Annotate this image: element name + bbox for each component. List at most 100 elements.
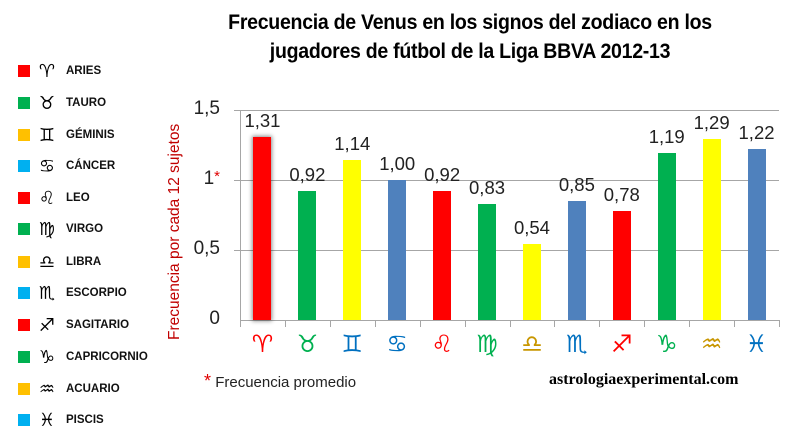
- zodiac-capricornio-icon: ♑︎: [655, 330, 678, 358]
- zodiac-piscis-icon: ♓︎: [38, 409, 56, 431]
- legend-swatch: [18, 160, 30, 172]
- zodiac-libra-icon: ♎︎: [38, 251, 56, 273]
- legend-item-leo: ♌︎ LEO: [18, 187, 90, 209]
- legend-item-escorpio: ♏︎ ESCORPIO: [18, 282, 127, 304]
- x-tick: [240, 320, 241, 327]
- legend-item-sagitario: ♐︎ SAGITARIO: [18, 314, 130, 336]
- y-tick-label: 0,5: [193, 238, 220, 259]
- y-tick-label: 1*: [203, 168, 220, 189]
- x-tick: [329, 320, 331, 327]
- x-tick: [689, 320, 691, 327]
- bar-value-label: 1,19: [648, 126, 685, 148]
- legend-swatch: [18, 383, 30, 395]
- x-tick: [779, 320, 780, 327]
- zodiac-acuario-icon: ♒︎: [700, 330, 723, 358]
- y-tick-label: 1,5: [193, 98, 220, 119]
- bar-value-label: 0,92: [289, 164, 326, 186]
- zodiac-cáncer-icon: ♋︎: [386, 330, 408, 358]
- zodiac-capricornio-icon: ♑︎: [38, 346, 56, 368]
- bar-virgo: [478, 203, 497, 320]
- zodiac-piscis-icon: ♓︎: [745, 330, 768, 358]
- plot-area: 1,31 0,92 1,14 1,00 0,92 0,83 0,54 0,85 0,78 1,19…: [234, 110, 780, 327]
- zodiac-sagitario-icon: ♐︎: [611, 330, 633, 358]
- bar-acuario: [702, 139, 721, 320]
- x-tick: [554, 320, 556, 327]
- chart-title-line2: jugadores de fútbol de la Liga BBVA 2012…: [269, 40, 671, 63]
- legend-label: GÉMINIS: [66, 129, 115, 141]
- legend-swatch: [18, 192, 30, 204]
- gridline: [234, 180, 779, 181]
- legend-swatch: [18, 223, 30, 235]
- legend-swatch: [18, 414, 30, 426]
- y-axis-label: Frecuencia por cada 12 sujetos: [166, 123, 183, 340]
- legend-swatch: [18, 287, 30, 299]
- legend-label: TAURO: [66, 97, 107, 109]
- legend-label: SAGITARIO: [66, 319, 130, 331]
- bar-value-label: 1,14: [334, 133, 371, 155]
- zodiac-acuario-icon: ♒︎: [38, 378, 56, 400]
- zodiac-aries-icon: ♈︎: [251, 330, 274, 358]
- bar-libra: [522, 244, 541, 320]
- zodiac-libra-icon: ♎︎: [521, 330, 543, 358]
- legend-label: LEO: [66, 192, 90, 204]
- bar-escorpio: [567, 201, 586, 320]
- bar-aries: [253, 136, 272, 320]
- x-tick: [644, 320, 646, 327]
- zodiac-géminis-icon: ♊︎: [341, 330, 364, 358]
- footnote: * Frecuencia promedio: [204, 371, 356, 392]
- bar-leo: [433, 191, 452, 320]
- zodiac-virgo-icon: ♍︎: [476, 330, 498, 358]
- chart-title-line1: Frecuencia de Venus en los signos del zo…: [228, 11, 712, 34]
- y-tick-label: 0: [209, 308, 220, 329]
- zodiac-escorpio-icon: ♏︎: [38, 282, 56, 304]
- x-tick: [419, 320, 421, 327]
- website-credit: astrologiaexperimental.com: [549, 371, 739, 388]
- legend-item-piscis: ♓︎ PISCIS: [18, 409, 104, 431]
- legend-swatch: [18, 319, 30, 331]
- zodiac-virgo-icon: ♍︎: [38, 218, 56, 240]
- bar-value-label: 0,54: [513, 217, 550, 239]
- legend-label: PISCIS: [66, 414, 104, 426]
- zodiac-leo-icon: ♌︎: [38, 187, 56, 209]
- x-tick: [599, 320, 601, 327]
- legend-item-aries: ♈︎ ARIES: [18, 61, 102, 82]
- legend-item-géminis: ♊︎ GÉMINIS: [18, 124, 115, 146]
- bar-piscis: [747, 149, 766, 320]
- gridline: [234, 250, 779, 251]
- x-tick: [734, 320, 736, 327]
- chart-title: Frecuencia de Venus en los signos del zo…: [200, 8, 739, 66]
- legend-item-cáncer: ♋︎ CÁNCER: [18, 156, 116, 177]
- legend-label: CÁNCER: [66, 160, 116, 172]
- zodiac-tauro-icon: ♉︎: [38, 92, 56, 114]
- bar-sagitario: [612, 210, 631, 320]
- x-tick: [284, 320, 286, 327]
- gridline: [234, 110, 779, 111]
- legend-label: ARIES: [66, 65, 102, 77]
- zodiac-leo-icon: ♌︎: [431, 330, 453, 358]
- legend-label: ESCORPIO: [66, 287, 127, 299]
- bar-value-label: 1,00: [379, 153, 416, 174]
- footnote-text: Frecuencia promedio: [215, 374, 357, 391]
- legend-label: LIBRA: [66, 256, 102, 268]
- legend-item-acuario: ♒︎ ACUARIO: [18, 378, 120, 400]
- legend-swatch: [18, 65, 30, 77]
- zodiac-sagitario-icon: ♐︎: [38, 314, 56, 336]
- y-axis-line: [240, 110, 241, 320]
- legend-item-libra: ♎︎ LIBRA: [18, 251, 102, 273]
- legend-label: CAPRICORNIO: [66, 351, 148, 363]
- legend-swatch: [18, 256, 30, 268]
- zodiac-tauro-icon: ♉︎: [296, 330, 319, 358]
- legend-item-virgo: ♍︎ VIRGO: [18, 218, 104, 240]
- zodiac-géminis-icon: ♊︎: [38, 124, 56, 146]
- bar-value-label: 0,78: [603, 183, 640, 205]
- legend-swatch: [18, 97, 30, 109]
- bar-value-label: 0,92: [424, 164, 461, 186]
- legend-swatch: [18, 129, 30, 141]
- bar-tauro: [298, 191, 317, 320]
- x-tick: [464, 320, 466, 327]
- legend-label: VIRGO: [66, 223, 104, 235]
- legend-swatch: [18, 351, 30, 363]
- bar-value-label: 1,31: [244, 109, 281, 131]
- zodiac-escorpio-icon: ♏︎: [566, 330, 588, 358]
- bar-value-label: 0,83: [469, 176, 506, 198]
